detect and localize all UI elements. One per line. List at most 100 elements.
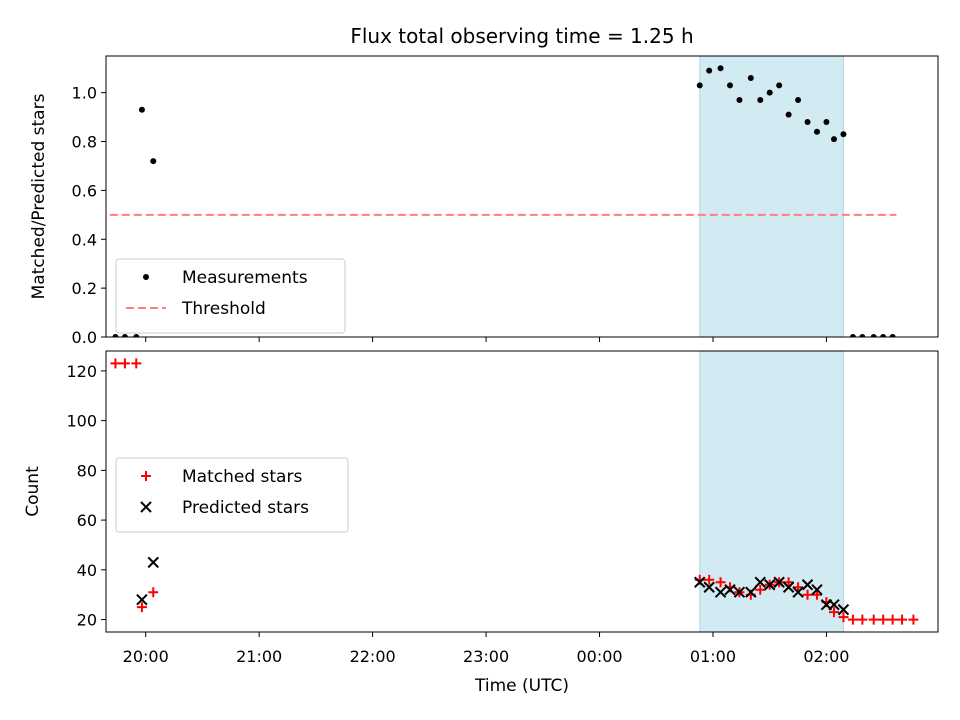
- y-axis-label: Count: [23, 466, 43, 517]
- matched-star-point: [148, 587, 159, 598]
- shaded-interval: [699, 350, 844, 633]
- measurement-point: [859, 334, 866, 337]
- matched-star-point: [136, 602, 147, 613]
- matched-star-point: [829, 607, 839, 618]
- x-tick-label: 20:00: [123, 647, 169, 666]
- y-tick-label: 120: [66, 362, 97, 381]
- axes-frame: [105, 350, 939, 633]
- measurement-point: [776, 82, 783, 89]
- matched-star-point: [897, 614, 908, 625]
- predicted-star-point: [801, 579, 814, 591]
- legend-label: Predicted stars: [182, 498, 309, 518]
- legend-marker: [140, 501, 152, 513]
- matched-star-point: [715, 577, 726, 588]
- y-tick-label: 80: [77, 461, 97, 480]
- x-tick-label: 22:00: [350, 647, 396, 666]
- legend-label: Measurements: [182, 268, 308, 288]
- measurement-point: [150, 158, 157, 165]
- matched-star-point: [878, 614, 889, 625]
- measurement-point: [133, 334, 140, 337]
- legend: Measurements Threshold: [115, 258, 346, 334]
- predicted-star-point: [733, 586, 746, 598]
- measurement-point: [766, 89, 773, 96]
- predicted-star-point: [147, 556, 159, 569]
- x-tick-label: 21:00: [236, 647, 282, 666]
- measurement-point: [804, 118, 811, 125]
- matched-star-point: [908, 614, 919, 625]
- x-tick-label: 01:00: [690, 647, 736, 666]
- matched-star-point: [802, 589, 813, 600]
- measurement-point: [727, 82, 733, 89]
- matched-star-point: [811, 589, 822, 600]
- measurement-point: [840, 131, 847, 138]
- predicted-star-point: [782, 581, 795, 593]
- legend-marker: [143, 274, 149, 280]
- matched-star-point: [868, 614, 879, 625]
- y-tick-label: 40: [77, 561, 97, 580]
- measurement-point: [831, 136, 837, 143]
- matched-star-point: [838, 612, 849, 623]
- legend: Matched stars Predicted stars: [115, 457, 349, 533]
- measurement-point: [717, 65, 724, 72]
- measurement-point: [747, 74, 754, 81]
- predicted-star-point: [714, 586, 727, 598]
- data-marks: [109, 65, 897, 337]
- matched-star-point: [119, 358, 130, 369]
- y-tick-label: 0.8: [72, 133, 97, 152]
- measurement-point: [112, 334, 119, 337]
- shaded-interval: [699, 55, 844, 338]
- measurement-point: [121, 334, 128, 337]
- x-tick-label: 00:00: [576, 647, 622, 666]
- measurement-point: [813, 128, 820, 135]
- data-marks: [110, 358, 919, 625]
- predicted-star-point: [792, 586, 804, 598]
- measurement-point: [795, 96, 802, 103]
- y-tick-label: 0.0: [72, 328, 97, 347]
- measurement-point: [849, 334, 856, 337]
- y-tick-label: 20: [77, 611, 97, 630]
- matched-star-point: [857, 614, 868, 625]
- matched-star-point: [783, 577, 794, 588]
- predicted-star-point: [773, 576, 785, 588]
- y-tick-label: 0.6: [72, 181, 97, 200]
- y-tick-label: 0.4: [72, 230, 97, 249]
- matched-star-point: [704, 574, 715, 585]
- measurement-point: [138, 106, 145, 113]
- predicted-star-point: [136, 593, 148, 606]
- y-tick-label: 0.2: [72, 279, 97, 298]
- predicted-star-point: [811, 584, 823, 596]
- legend-label: Matched stars: [182, 467, 302, 487]
- y-axis-label: Matched/Predicted stars: [29, 93, 49, 299]
- matched-star-point: [793, 582, 804, 593]
- matched-star-point: [847, 614, 858, 625]
- predicted-star-point: [828, 598, 840, 611]
- axes-frame: [105, 55, 939, 338]
- legend-label: Threshold: [181, 299, 266, 319]
- x-tick-label: 23:00: [463, 647, 509, 666]
- predicted-star-point: [754, 576, 766, 588]
- predicted-star-point: [694, 576, 706, 588]
- matched-star-point: [110, 358, 121, 369]
- predicted-star-point: [703, 581, 715, 593]
- measurement-point: [785, 111, 792, 118]
- matched-star-point: [131, 358, 142, 369]
- measurement-point: [823, 118, 830, 125]
- measurement-point: [696, 82, 703, 89]
- measurement-point: [889, 334, 896, 337]
- measurement-point: [706, 67, 713, 74]
- y-tick-label: 1.0: [72, 84, 97, 103]
- matched-star-point: [755, 584, 766, 595]
- legend-marker: [141, 471, 151, 481]
- measurement-point: [880, 334, 887, 337]
- legend-box: [115, 457, 349, 533]
- y-tick-label: 100: [66, 412, 97, 431]
- predicted-star-point: [837, 603, 850, 616]
- matched-star-point: [887, 614, 898, 625]
- x-axis-label: Time (UTC): [474, 676, 569, 696]
- measurement-point: [736, 96, 743, 103]
- bottom-panel: 20 40 60 80 100 120 20:00 21:00 22:00 23:00 00:00 0…: [23, 350, 939, 666]
- legend-box: [115, 258, 346, 334]
- measurement-point: [870, 334, 877, 337]
- y-tick-label: 60: [77, 511, 97, 530]
